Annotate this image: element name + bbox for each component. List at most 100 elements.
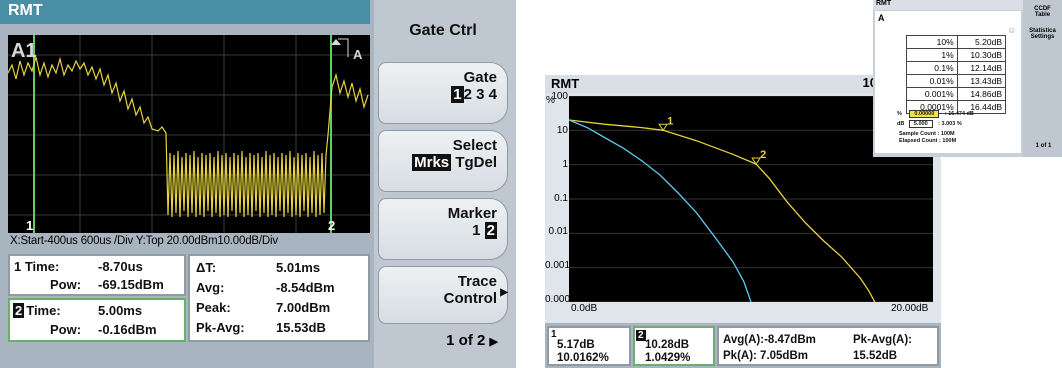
x-start-label: 0.0dB (571, 303, 598, 314)
delta-t-value: 5.01ms (276, 260, 321, 275)
pct-field-label: % (897, 111, 902, 117)
softkey-menu-title: Gate Ctrl (409, 22, 477, 39)
marker-2-pow-label: Pow: (50, 322, 82, 337)
marker-1-pow-value: -69.15dBm (98, 277, 164, 292)
gate-statistics: ΔT: 5.01ms Avg: -8.54dBm Peak: 7.00dBm P… (188, 254, 370, 342)
trace-softkey-label-2: Control (443, 290, 497, 307)
gate-marker-2-label: 2 (328, 218, 335, 233)
ccdf-marker-1-number: 1 (551, 329, 557, 340)
ccdf-table: 10% 5.20dB 1% 10.30dB 0.1% 12.14dB 0.01% 13.43d… (906, 35, 1007, 114)
marker-softkey[interactable]: Marker 1 2 (378, 198, 508, 260)
ccdf-marker-1-tag: 1 (667, 115, 673, 127)
submenu-arrow-icon: ▶ (500, 287, 508, 298)
pct-input[interactable]: 0.00000 (909, 110, 940, 118)
marker-1-pow-label: Pow: (50, 277, 82, 292)
stats-softkey-label-1: Statistica (1029, 28, 1056, 34)
ccdf-marker-2-readout: 2 10.28dB 1.0429% (633, 326, 715, 366)
table-trace-label: A (878, 13, 885, 23)
marker-1-time-label: 1 Time: (14, 259, 60, 274)
next-page-icon: ▶ (489, 336, 498, 348)
peak-label: Peak: (196, 300, 231, 315)
avg-label: Avg: (196, 280, 225, 295)
ccdf-marker-1-icon (658, 123, 669, 132)
table-row: 1% 10.30dB (906, 48, 1007, 62)
table-page-indicator: 1 of 1 (1035, 143, 1052, 149)
screen-title: RMT (0, 0, 370, 24)
gate-marker-1-label: 1 (26, 218, 33, 233)
status-bar (0, 352, 370, 368)
ccdf-marker-2-db: 10.28dB (645, 339, 690, 351)
x-end-label: 20.00dB (891, 303, 929, 314)
marker-1-time-value: -8.70us (98, 259, 143, 274)
avg-value: -8.54dBm (276, 280, 335, 295)
table-area: A ☺ 10% 5.20dB 1% 10.30dB 0.1% 12.14dB 0.01% 13… (875, 11, 1021, 153)
marker-2-number: 2 (13, 303, 25, 318)
table-row: 10% 5.20dB (906, 35, 1007, 49)
ccdf-title: RMT (545, 75, 941, 93)
table-pct-cell: 0.1% (906, 61, 958, 75)
marker-2-time-label: Time: (26, 303, 61, 318)
table-db-cell: 16.44dB (956, 100, 1007, 114)
y-tick-label: 10 (556, 124, 568, 136)
ccdf-marker-1-db: 5.17dB (557, 339, 595, 351)
ccdf-pk-avg-value: 15.52dB (853, 350, 898, 362)
table-db-cell: 14.86dB (956, 87, 1007, 101)
select-option: TgDel (455, 154, 497, 171)
gate-control-screen: RMT A1 A 1 2 X:Start-400us 600us /Div Y:… (0, 0, 516, 368)
ccdf-marker-2-pct: 1.0429% (645, 352, 691, 364)
marker-softkey-label: Marker (447, 205, 497, 222)
table-pct-cell: 1% (906, 48, 958, 62)
table-db-cell: 12.14dB (956, 61, 1007, 75)
y-tick-label: 0.1 (554, 192, 568, 204)
page-indicator-label: 1 of 2 (446, 332, 486, 349)
table-row: 0.001% 14.86dB (906, 87, 1007, 101)
y-tick-label: 100 (551, 91, 568, 102)
ccdf-table-screen: RMT A ☺ 10% 5.20dB 1% 10.30dB 0.1% 12.14dB 0.0… (873, 0, 1062, 157)
pct-result: : 16.474 dB (944, 111, 974, 117)
table-db-cell: 5.20dB (956, 35, 1007, 49)
marker-selected: 2 (484, 222, 497, 239)
statistical-settings-softkey[interactable]: Statistica Settings (1023, 28, 1062, 40)
table-row: 0.01% 13.43dB (906, 74, 1007, 88)
select-selected: Mrks (412, 154, 452, 171)
select-softkey[interactable]: Select Mrks TgDel (378, 130, 508, 192)
marker-1-readout: 1 Time: -8.70us Pow: -69.15dBm (8, 254, 186, 296)
ccdf-marker-2-tag: 2 (760, 149, 766, 161)
trace-tag: A (353, 47, 363, 62)
elapsed-count: Elapsed Count : 100M (899, 138, 957, 144)
gate-softkey-label: Gate (463, 69, 497, 86)
trace-control-softkey[interactable]: Trace Control ▶ (378, 266, 508, 324)
pk-avg-label: Pk-Avg: (196, 320, 245, 335)
marker-option: 1 (472, 222, 481, 239)
y-unit: % (546, 95, 555, 106)
y-tick-label: 0.0001 (545, 294, 576, 305)
table-title: RMT (873, 0, 1023, 10)
ccdf-softkey-header-1: CCDF (1034, 6, 1051, 12)
gate-options: 2 3 4 (463, 86, 497, 103)
stats-softkey-label-2: Settings (1030, 34, 1055, 40)
peak-value: 7.00dBm (276, 300, 331, 315)
ccdf-peak: Pk(A): 7.05dBm (723, 350, 808, 362)
db-input[interactable]: 5.000 (908, 120, 933, 128)
pk-avg-value: 15.53dB (276, 320, 326, 335)
table-pct-cell: 10% (906, 35, 958, 49)
table-softkeys: CCDF Table Statistica Settings 1 of 1 (1023, 0, 1062, 157)
table-db-cell: 13.43dB (956, 74, 1007, 88)
delta-t-label: ΔT: (196, 260, 217, 275)
y-tick-label: 1 (562, 158, 568, 170)
ccdf-series-1 (568, 119, 876, 303)
table-row: 0.1% 12.14dB (906, 61, 1007, 75)
sample-count: Sample Count : 100M (899, 131, 955, 137)
table-db-cell: 10.30dB (956, 48, 1007, 62)
ccdf-pk-avg-label: Pk-Avg(A): (853, 334, 912, 346)
page-indicator[interactable]: 1 of 2 ▶ (378, 332, 508, 349)
db-field-label: dB (897, 121, 905, 127)
marker-2-pow-value: -0.16dBm (98, 322, 157, 337)
trace-label: A1 (11, 40, 37, 62)
table-pct-cell: 0.001% (906, 87, 958, 101)
ccdf-marker-1-readout: 1 5.17dB 10.0162% (547, 326, 631, 366)
gate-trace-plot: A1 A 1 2 (8, 35, 370, 233)
